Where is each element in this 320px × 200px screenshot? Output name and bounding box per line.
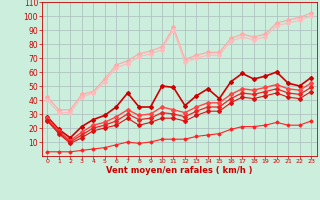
X-axis label: Vent moyen/en rafales ( km/h ): Vent moyen/en rafales ( km/h ) [106,166,252,175]
